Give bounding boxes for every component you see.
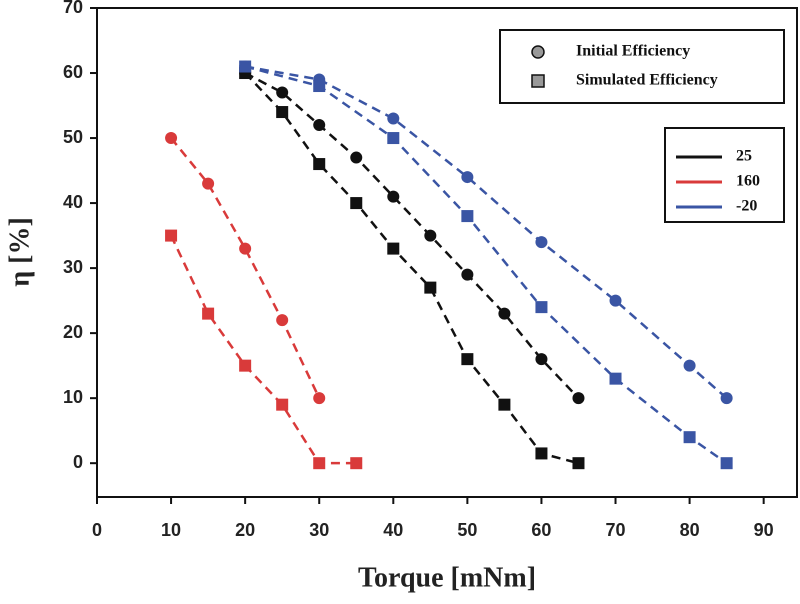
x-tick-label: 10 <box>161 520 181 540</box>
series-line <box>244 65 728 465</box>
marker-circle <box>387 190 400 203</box>
marker-circle <box>498 307 511 320</box>
marker-square <box>535 447 548 460</box>
x-tick-label: 20 <box>235 520 255 540</box>
marker-circle <box>202 177 215 190</box>
marker-square <box>531 74 545 88</box>
legend-label: 160 <box>736 173 760 190</box>
marker-circle <box>313 392 326 405</box>
marker-circle <box>720 392 733 405</box>
marker-square <box>313 457 326 470</box>
marker-circle <box>387 112 400 125</box>
marker-square <box>387 242 400 255</box>
legend-label: -20 <box>736 198 757 215</box>
marker-square <box>461 210 474 223</box>
marker-circle <box>239 242 252 255</box>
y-tick-label: 40 <box>63 192 83 212</box>
marker-square <box>572 457 585 470</box>
marker-square <box>683 431 696 444</box>
marker-square <box>202 307 215 320</box>
x-tick-label: 0 <box>92 520 102 540</box>
marker-circle <box>276 314 289 327</box>
y-tick-label: 50 <box>63 127 83 147</box>
series-line <box>244 71 580 400</box>
series-line <box>244 72 579 465</box>
marker-circle <box>276 86 289 99</box>
marker-circle <box>535 236 548 249</box>
y-tick-label: 60 <box>63 62 83 82</box>
marker-square <box>609 372 622 385</box>
legend-label: Initial Efficiency <box>576 43 690 60</box>
y-tick-label: 10 <box>63 387 83 407</box>
x-tick-label: 80 <box>680 520 700 540</box>
y-axis-title: η [%] <box>4 217 35 287</box>
marker-circle <box>165 132 178 145</box>
marker-circle <box>609 294 622 307</box>
x-axis-title: Torque [mNm] <box>358 562 536 593</box>
marker-circle <box>531 45 545 59</box>
marker-square <box>720 457 733 470</box>
x-tick-label: 60 <box>531 520 551 540</box>
marker-circle <box>683 359 696 372</box>
marker-square <box>276 398 289 411</box>
marker-square <box>350 197 363 210</box>
plot-frame <box>96 7 798 498</box>
marker-circle <box>350 151 363 164</box>
y-tick-label: 0 <box>73 452 83 472</box>
legend-label: Simulated Efficiency <box>576 72 718 89</box>
y-tick-label: 70 <box>63 0 83 17</box>
marker-circle <box>424 229 437 242</box>
marker-square <box>498 398 511 411</box>
marker-square <box>313 80 326 93</box>
marker-square <box>239 60 252 73</box>
marker-square <box>313 158 326 171</box>
x-tick-label: 70 <box>606 520 626 540</box>
marker-square <box>165 229 178 242</box>
marker-circle <box>461 268 474 281</box>
y-tick-label: 30 <box>63 257 83 277</box>
marker-circle <box>313 119 326 132</box>
series-line <box>170 137 321 399</box>
marker-square <box>239 359 252 372</box>
marker-circle <box>461 171 474 184</box>
y-tick-label: 20 <box>63 322 83 342</box>
marker-square <box>535 301 548 314</box>
legend-label: 25 <box>736 148 752 165</box>
marker-square <box>424 281 437 294</box>
marker-square <box>461 353 474 366</box>
x-tick-label: 90 <box>754 520 774 540</box>
x-tick-label: 50 <box>457 520 477 540</box>
marker-square <box>387 132 400 145</box>
x-tick-label: 30 <box>309 520 329 540</box>
x-tick-label: 40 <box>383 520 403 540</box>
marker-legend-box <box>499 29 785 104</box>
plot-area <box>165 60 733 470</box>
marker-circle <box>572 392 585 405</box>
marker-square <box>276 106 289 119</box>
series-line <box>244 65 728 400</box>
series-line <box>169 235 357 465</box>
marker-circle <box>535 353 548 366</box>
marker-square <box>350 457 363 470</box>
